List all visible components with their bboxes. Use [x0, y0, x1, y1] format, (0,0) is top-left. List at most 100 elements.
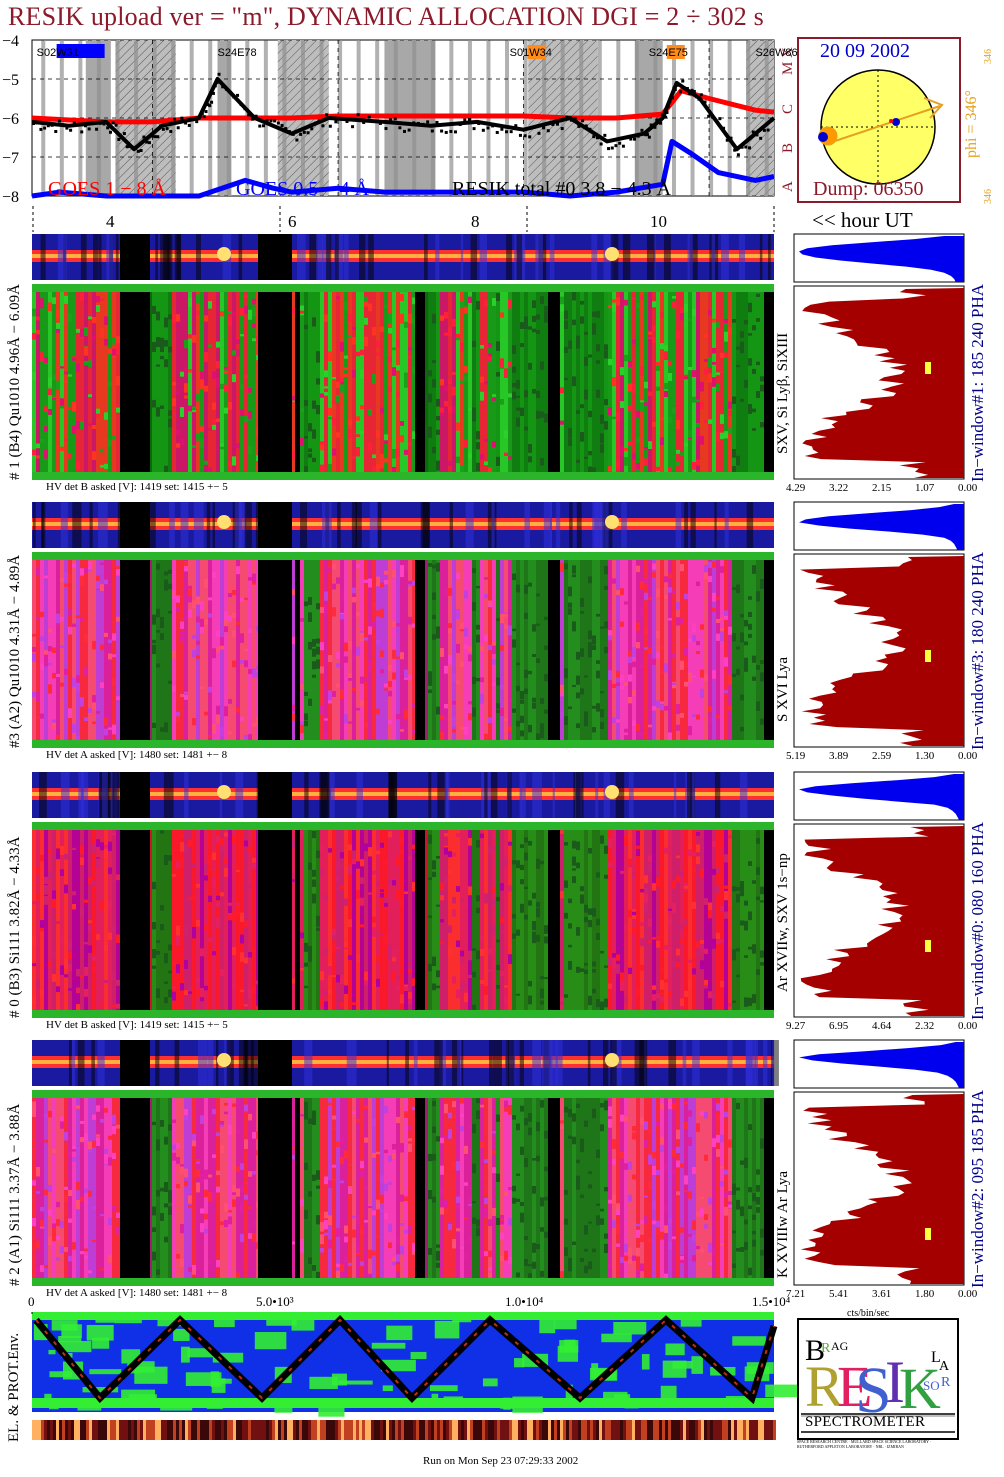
- heat-cell: [539, 1420, 542, 1440]
- heat-cell: [329, 1420, 332, 1440]
- heat-cell: [116, 1420, 119, 1440]
- heat-cell: [689, 1420, 692, 1440]
- footer-run-date: Run on Mon Sep 23 07:29:33 2002: [423, 1455, 579, 1467]
- env-label: EL. & PROT.Env.: [6, 1332, 22, 1442]
- hv-status: HV det A asked [V]: 1480 set: 1481 +− 8: [46, 1287, 228, 1299]
- env-patch: [662, 1360, 687, 1378]
- goes-class-label: X: [780, 47, 796, 58]
- heat-cell: [47, 1420, 50, 1440]
- heat-cell: [125, 1420, 128, 1440]
- heat-cell: [497, 1420, 500, 1440]
- env-patch: [434, 1320, 460, 1339]
- resik-point: [39, 127, 43, 131]
- heat-cell: [71, 1420, 74, 1440]
- heat-cell: [260, 1420, 263, 1440]
- resik-point: [172, 117, 176, 121]
- resik-point: [697, 97, 701, 101]
- resik-point: [280, 124, 284, 128]
- heat-cell: [245, 1420, 248, 1440]
- heat-cell: [347, 1420, 350, 1440]
- panel-left-label: # 2 (A1) Si111 3.37Å − 3.88Å: [7, 1103, 23, 1286]
- resik-point: [688, 92, 692, 96]
- heat-cell: [602, 1420, 605, 1440]
- resik-point: [551, 122, 555, 126]
- resik-logo-svg: B R AG R E S I K L A SO R: [799, 1320, 957, 1438]
- resik-point: [430, 129, 434, 133]
- resik-point: [486, 126, 490, 130]
- heat-cell: [188, 1420, 191, 1440]
- legend-entry-1: GOES 0.5 − 4 Å: [236, 178, 370, 200]
- heat-cell: [95, 1420, 98, 1440]
- pha-profile: [799, 774, 964, 820]
- resik-point: [145, 140, 149, 144]
- resik-point: [426, 120, 430, 124]
- resik-point: [692, 89, 696, 93]
- resik-point: [176, 126, 180, 130]
- heat-cell: [587, 1420, 590, 1440]
- resik-point: [159, 124, 163, 128]
- heat-cell: [479, 1420, 482, 1440]
- heat-cell: [629, 1420, 632, 1440]
- heat-cell: [467, 1420, 470, 1440]
- window-marker: [925, 940, 931, 952]
- heat-cell: [518, 1420, 521, 1440]
- pha-xtick: 3.61: [872, 1288, 892, 1300]
- resik-point: [491, 124, 495, 128]
- heat-cell: [554, 1420, 557, 1440]
- saa-band: [690, 40, 695, 196]
- line-label: SXV, Si Lyβ, SiXIII: [775, 332, 791, 454]
- heat-cell: [362, 1420, 365, 1440]
- heat-cell: [170, 1420, 173, 1440]
- resik-point: [236, 93, 240, 97]
- resik-point: [134, 146, 138, 150]
- resik-point: [269, 119, 273, 123]
- heat-cell: [353, 1420, 356, 1440]
- heat-cell: [641, 1420, 644, 1440]
- bottom-tick-5000: 5.0•10³: [256, 1294, 294, 1309]
- heat-cell: [359, 1420, 362, 1440]
- resik-point: [565, 115, 569, 119]
- resik-point: [224, 87, 228, 91]
- heat-cell: [239, 1420, 242, 1440]
- resik-point: [421, 122, 425, 126]
- resik-point: [265, 119, 269, 123]
- heat-cell: [257, 1420, 260, 1440]
- resik-point: [755, 133, 759, 137]
- heat-cell: [608, 1420, 611, 1440]
- resik-point: [184, 121, 188, 125]
- bottom-tick-15000: 1.5•10⁴: [752, 1294, 791, 1309]
- heat-cell: [533, 1420, 536, 1440]
- resik-point: [740, 145, 744, 149]
- heat-cell: [416, 1420, 419, 1440]
- heat-cell: [509, 1420, 512, 1440]
- resik-point: [87, 127, 91, 131]
- resik-point: [95, 127, 99, 131]
- heat-cell: [623, 1420, 626, 1440]
- resik-point: [61, 123, 65, 127]
- heat-cell: [635, 1420, 638, 1440]
- resik-point: [658, 121, 662, 125]
- heat-cell: [317, 1420, 320, 1440]
- env-patch: [452, 1318, 472, 1323]
- env-patch: [613, 1321, 647, 1335]
- pha-xtick: 0.00: [958, 482, 978, 494]
- svg-text:R: R: [941, 1375, 951, 1390]
- heat-cell: [581, 1420, 584, 1440]
- resik-point: [204, 110, 208, 114]
- legend-entry-2: RESIK total #0 3.8 − 4.3 Å: [452, 178, 672, 200]
- heat-cell: [278, 1420, 281, 1440]
- heat-cell: [683, 1420, 686, 1440]
- resik-point: [770, 118, 774, 122]
- heat-cell: [251, 1420, 254, 1440]
- pha-xtick: 1.07: [915, 482, 935, 494]
- heat-cell: [770, 1420, 773, 1440]
- svg-text:E: E: [837, 1354, 872, 1419]
- heat-cell: [212, 1420, 215, 1440]
- env-patch: [380, 1359, 416, 1372]
- pha-svg: [793, 233, 965, 480]
- heat-cell: [41, 1420, 44, 1440]
- heat-cell: [140, 1420, 143, 1440]
- heat-cell: [179, 1420, 182, 1440]
- resik-point: [54, 129, 58, 133]
- resik-point: [276, 121, 280, 125]
